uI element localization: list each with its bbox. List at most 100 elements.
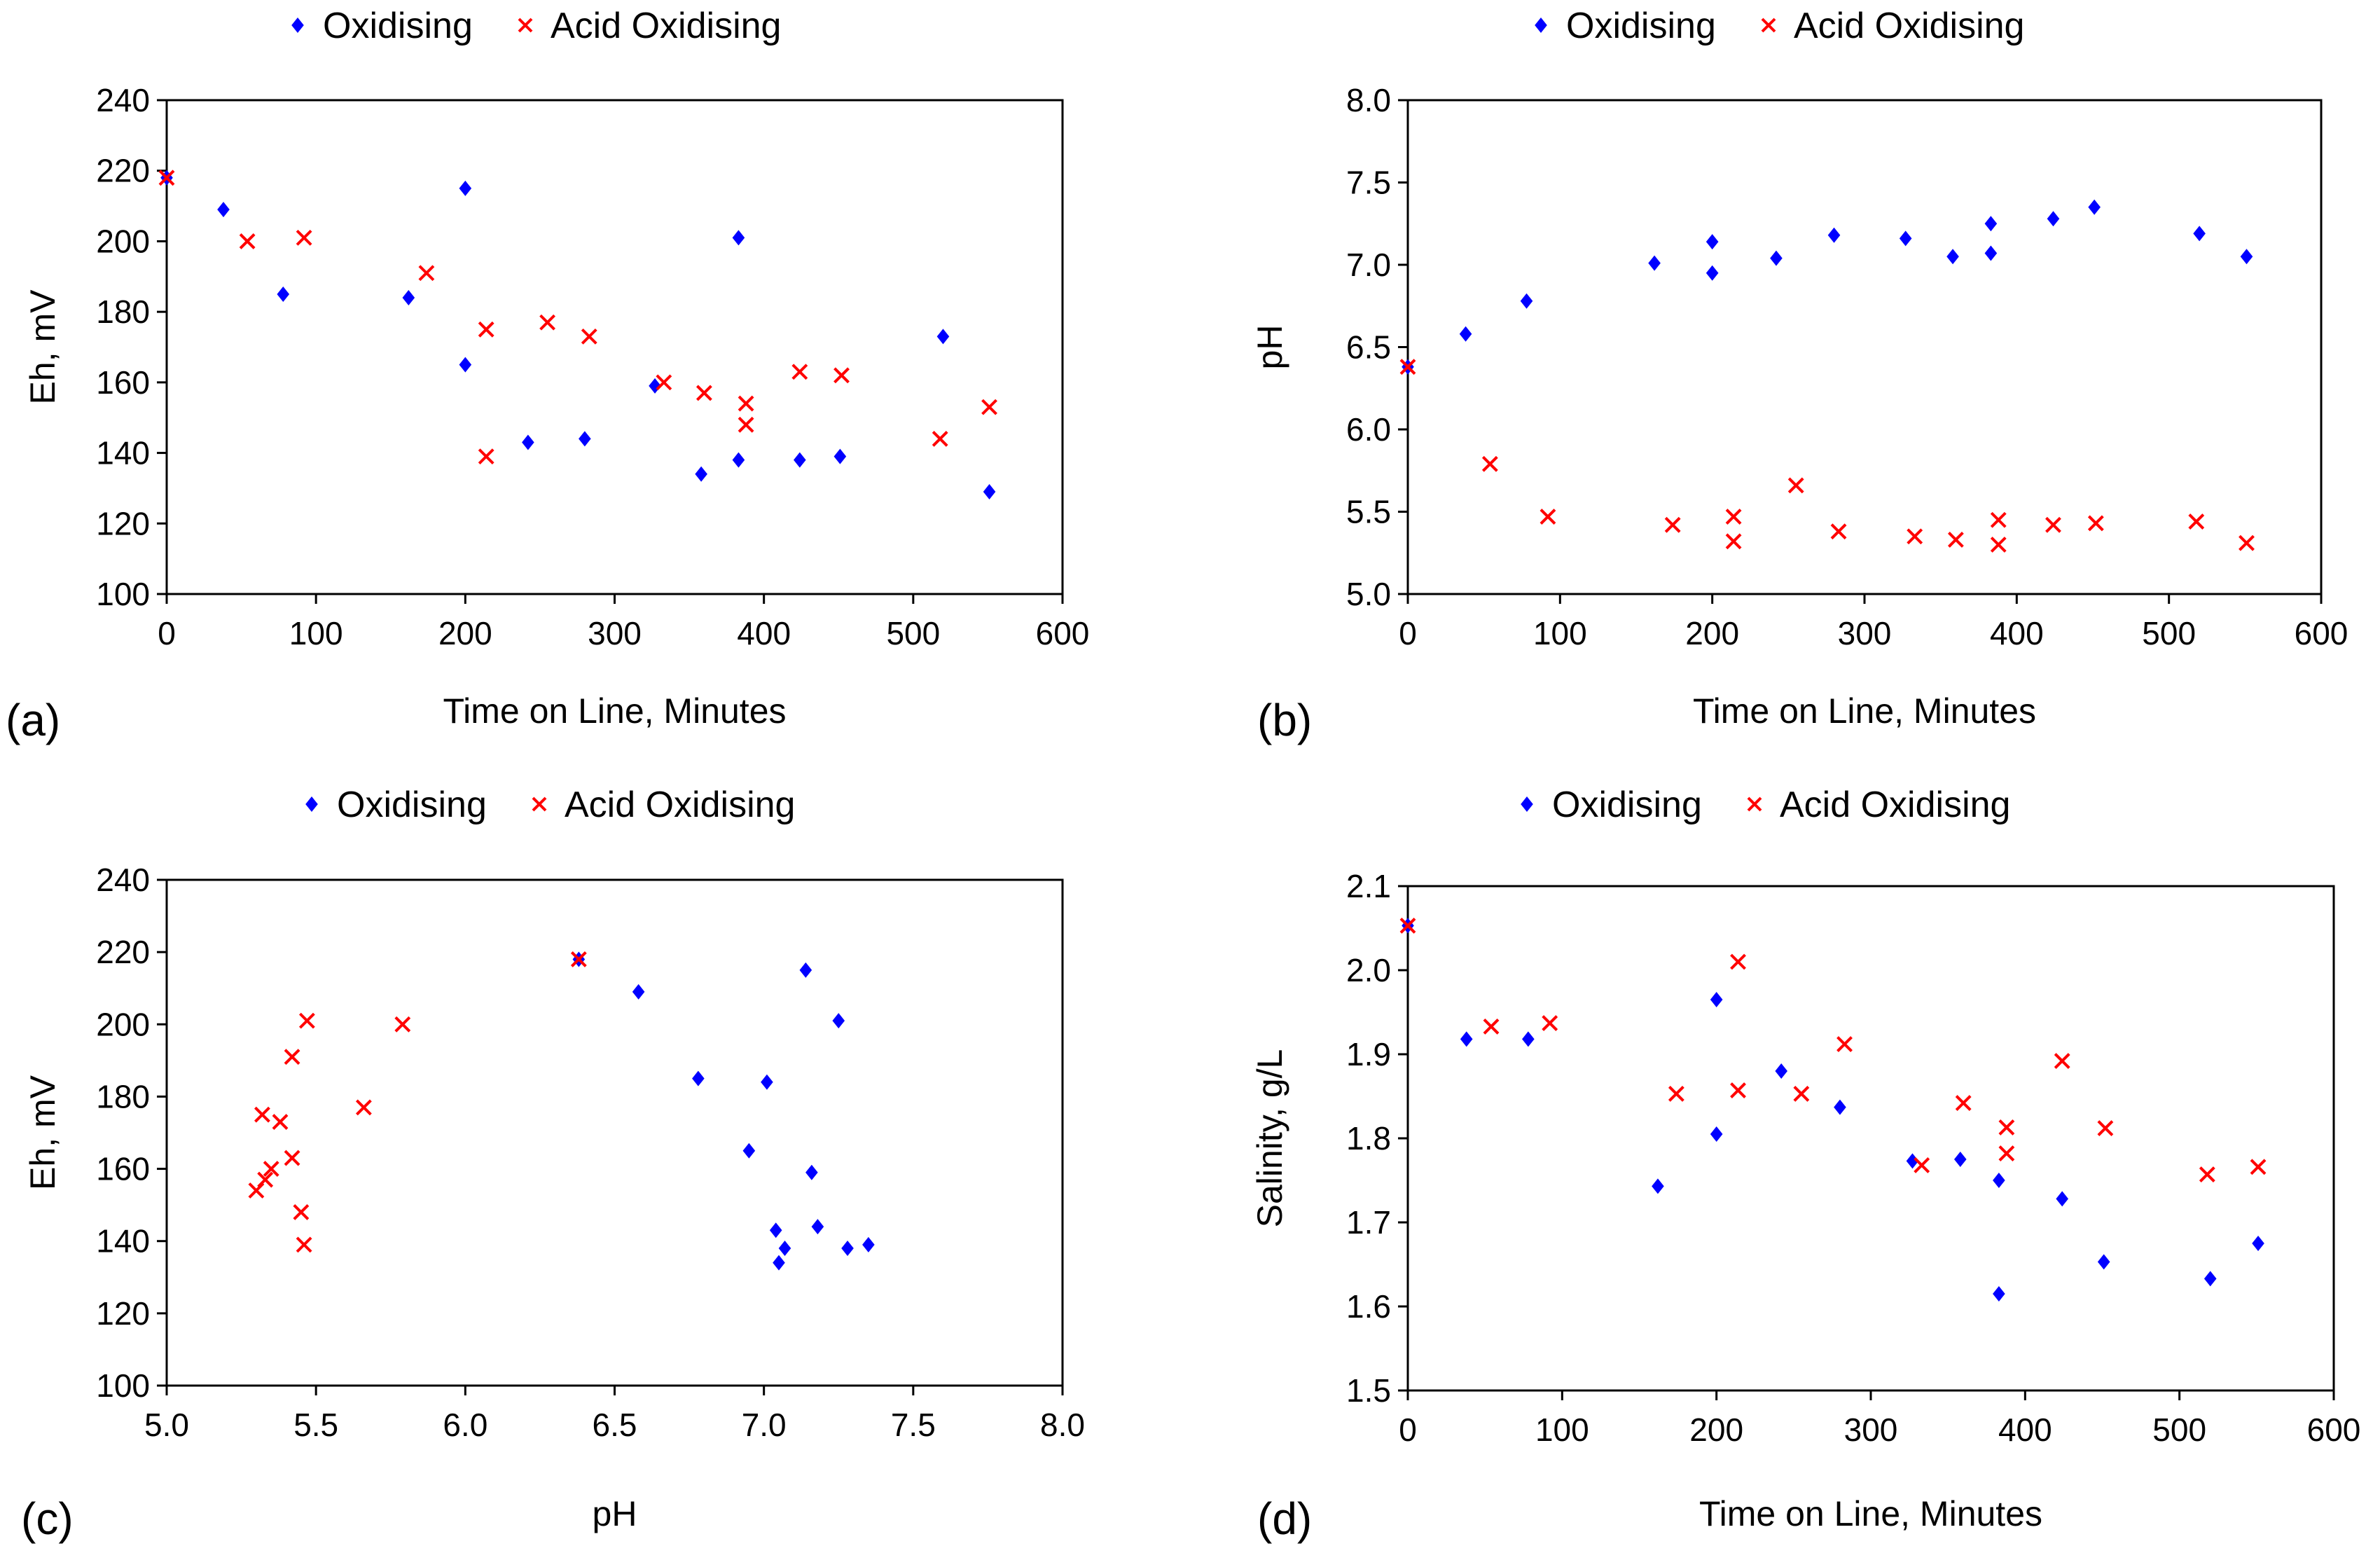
data-point-acid-oxidising (355, 1099, 372, 1116)
data-point-acid-oxidising (2087, 515, 2104, 532)
data-point-acid-oxidising (1730, 1082, 1746, 1099)
plot-frame (165, 99, 1064, 595)
y-tick-label: 180 (96, 294, 150, 330)
x-tick-label: 500 (2152, 1412, 2206, 1448)
x-tick-label: 6.5 (593, 1407, 637, 1443)
x-tick-label: 0 (158, 615, 176, 651)
data-point-acid-oxidising (833, 367, 850, 384)
data-point-oxidising (1775, 1063, 1788, 1079)
data-point-acid-oxidising (263, 1161, 279, 1177)
data-point-oxidising (778, 1241, 791, 1257)
data-point-oxidising (1946, 249, 1959, 265)
chart-panel-2: 5.0 5.5 6.0 6.5 7.0 7.5 8.0 0 100 200 300 400 500 600… (1250, 6, 2348, 745)
y-tick-label: 240 (96, 82, 150, 118)
data-point-oxidising (692, 1070, 705, 1086)
y-tick-label: 2.1 (1346, 868, 1391, 904)
data-point-oxidising (1710, 1126, 1723, 1142)
data-point-oxidising (2252, 1236, 2264, 1251)
data-point-oxidising (841, 1241, 854, 1257)
data-point-acid-oxidising (1399, 359, 1416, 375)
x-tick-label: 0 (1399, 1412, 1417, 1448)
data-point-acid-oxidising (539, 314, 555, 331)
y-tick-label: 200 (96, 223, 150, 259)
y-tick-label: 6.5 (1346, 329, 1391, 366)
y-tick-label: 1.5 (1346, 1372, 1391, 1409)
data-point-oxidising (632, 983, 645, 1000)
x-tick-label: 600 (2295, 615, 2348, 651)
x-tick-label: 500 (2142, 615, 2196, 651)
y-tick-label: 160 (96, 1151, 150, 1187)
x-tick-label: 7.0 (742, 1407, 787, 1443)
data-point-oxidising (2047, 211, 2060, 227)
y-axis-label: Eh, mV (23, 289, 62, 405)
legend: Oxidising Acid Oxidising (1535, 6, 2024, 46)
legend: Oxidising Acid Oxidising (291, 6, 781, 46)
chart-panel-4: 1.5 1.6 1.7 1.8 1.9 2.0 2.1 0 100 200 300 400 500 600… (1250, 785, 2360, 1544)
data-point-oxidising (983, 483, 996, 499)
x-tick-label: 200 (1685, 615, 1739, 651)
y-axis-label: Eh, mV (23, 1075, 62, 1190)
x-tick-label: 600 (2307, 1412, 2361, 1448)
data-point-oxidising (1984, 245, 1998, 261)
data-point-acid-oxidising (1793, 1085, 1810, 1102)
data-point-acid-oxidising (254, 1106, 270, 1123)
data-point-acid-oxidising (293, 1204, 310, 1220)
data-point-oxidising (742, 1143, 756, 1159)
y-tick-label: 1.7 (1346, 1204, 1391, 1241)
legend-marker-acid-oxidising (1747, 796, 1762, 812)
data-point-acid-oxidising (738, 416, 754, 433)
y-tick-label: 140 (96, 435, 150, 471)
x-tick-label: 0 (1399, 615, 1417, 651)
data-point-oxidising (579, 431, 591, 447)
data-point-oxidising (1520, 293, 1533, 309)
x-tick-label: 8.0 (1040, 1407, 1085, 1443)
data-point-oxidising (761, 1074, 773, 1090)
legend-marker-oxidising (305, 796, 318, 812)
y-tick-label: 1.9 (1346, 1036, 1391, 1072)
panel-label: (a) (6, 695, 60, 745)
data-point-oxidising (1827, 227, 1841, 243)
panel-label: (b) (1257, 695, 1312, 745)
data-point-oxidising (2193, 226, 2206, 242)
data-point-oxidising (522, 434, 534, 450)
data-point-oxidising (2097, 1254, 2110, 1270)
y-tick-label: 2.0 (1346, 952, 1391, 988)
y-tick-label: 100 (96, 1367, 150, 1404)
legend: Oxidising Acid Oxidising (305, 785, 795, 825)
data-point-oxidising (402, 290, 415, 305)
data-point-acid-oxidising (478, 321, 494, 338)
x-tick-label: 6.0 (443, 1407, 487, 1443)
x-tick-label: 400 (1998, 1412, 2052, 1448)
y-axis-label: pH (1250, 325, 1289, 370)
data-point-acid-oxidising (394, 1016, 411, 1033)
data-point-oxidising (459, 180, 472, 196)
data-point-oxidising (1706, 234, 1719, 250)
data-point-oxidising (1648, 255, 1661, 271)
y-tick-label: 5.0 (1346, 576, 1391, 612)
data-point-oxidising (695, 466, 707, 482)
data-point-oxidising (936, 329, 950, 345)
data-point-acid-oxidising (1830, 523, 1847, 540)
x-tick-label: 300 (588, 615, 642, 651)
y-tick-label: 220 (96, 153, 150, 189)
data-point-oxidising (1899, 230, 1912, 247)
y-tick-label: 7.0 (1346, 247, 1391, 283)
y-tick-label: 1.6 (1346, 1288, 1391, 1325)
data-point-acid-oxidising (1481, 455, 1498, 472)
data-point-oxidising (732, 230, 745, 246)
data-point-acid-oxidising (1947, 532, 1964, 548)
data-point-acid-oxidising (478, 448, 494, 465)
x-tick-label: 300 (1838, 615, 1892, 651)
panel-label: (d) (1257, 1493, 1312, 1544)
data-point-oxidising (1710, 992, 1723, 1007)
data-point-acid-oxidising (981, 399, 997, 415)
y-tick-label: 120 (96, 1295, 150, 1332)
legend: Oxidising Acid Oxidising (1521, 785, 2010, 825)
legend-label: Acid Oxidising (1780, 785, 2010, 825)
data-point-oxidising (811, 1219, 824, 1235)
y-tick-label: 160 (96, 364, 150, 401)
data-point-acid-oxidising (239, 233, 256, 249)
y-tick-label: 240 (96, 862, 150, 898)
